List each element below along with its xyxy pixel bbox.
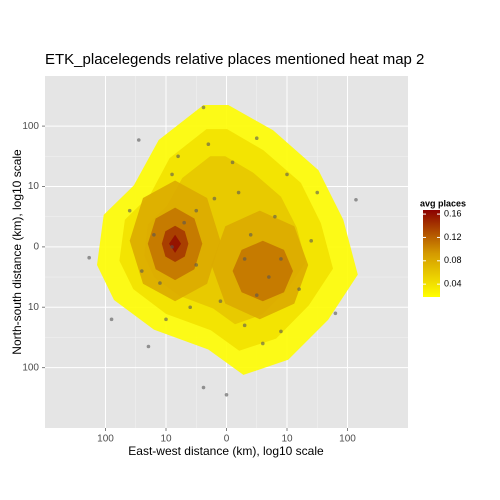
- data-point: [285, 172, 289, 177]
- legend-colorbar: [423, 210, 440, 297]
- y-tick-label: 100: [22, 362, 39, 373]
- legend-title: avg places: [420, 198, 466, 208]
- data-point: [242, 257, 247, 261]
- data-point: [309, 239, 314, 243]
- data-point: [109, 317, 114, 322]
- data-point: [218, 299, 223, 304]
- data-point: [164, 317, 168, 322]
- data-point: [254, 136, 259, 140]
- legend-tick-label: 0.04: [444, 279, 462, 289]
- y-tick-label: 0: [33, 242, 39, 253]
- data-point: [267, 275, 271, 279]
- data-point: [206, 142, 211, 147]
- data-point: [224, 392, 229, 397]
- x-tick-label: 10: [160, 434, 172, 445]
- contour-band: [232, 240, 293, 302]
- data-point: [170, 245, 174, 249]
- legend-tick-label: 0.08: [444, 255, 462, 265]
- contour-band: [169, 234, 182, 253]
- data-point: [194, 208, 199, 213]
- y-tick-label: 10: [28, 181, 40, 192]
- data-point: [242, 323, 247, 328]
- legend-tick-label: 0.16: [444, 208, 462, 218]
- data-point: [230, 160, 235, 165]
- y-axis-title: North-south distance (km), log10 scale: [10, 149, 24, 355]
- chart-title: ETK_placelegends relative places mention…: [45, 51, 424, 68]
- data-point: [261, 341, 265, 346]
- data-point: [354, 197, 358, 202]
- x-tick-label: 100: [97, 434, 114, 445]
- data-point: [212, 196, 217, 201]
- y-tick-label: 10: [28, 302, 40, 313]
- data-point: [194, 263, 199, 267]
- data-point: [279, 257, 283, 261]
- data-point: [176, 154, 180, 159]
- data-point: [140, 269, 144, 273]
- data-point: [236, 190, 241, 195]
- data-point: [273, 214, 277, 219]
- data-point: [297, 287, 301, 291]
- data-point: [248, 232, 253, 237]
- y-tick-label: 100: [22, 121, 39, 132]
- data-point: [170, 172, 174, 177]
- data-point: [87, 255, 91, 260]
- data-point: [254, 293, 259, 297]
- x-axis-title: East-west distance (km), log10 scale: [128, 444, 324, 458]
- data-point: [136, 138, 141, 142]
- data-point: [152, 232, 156, 237]
- legend-tick-label: 0.12: [444, 232, 462, 242]
- data-point: [201, 105, 206, 110]
- data-point: [127, 208, 132, 213]
- data-point: [333, 311, 338, 316]
- x-tick-label: 100: [339, 434, 356, 445]
- data-point: [182, 220, 186, 225]
- x-tick-label: 0: [224, 434, 230, 445]
- data-point: [158, 281, 162, 285]
- data-point: [315, 190, 320, 195]
- data-point: [188, 305, 192, 310]
- data-point: [201, 385, 206, 390]
- data-point: [146, 344, 151, 349]
- data-point: [279, 329, 283, 334]
- x-tick-label: 10: [281, 434, 293, 445]
